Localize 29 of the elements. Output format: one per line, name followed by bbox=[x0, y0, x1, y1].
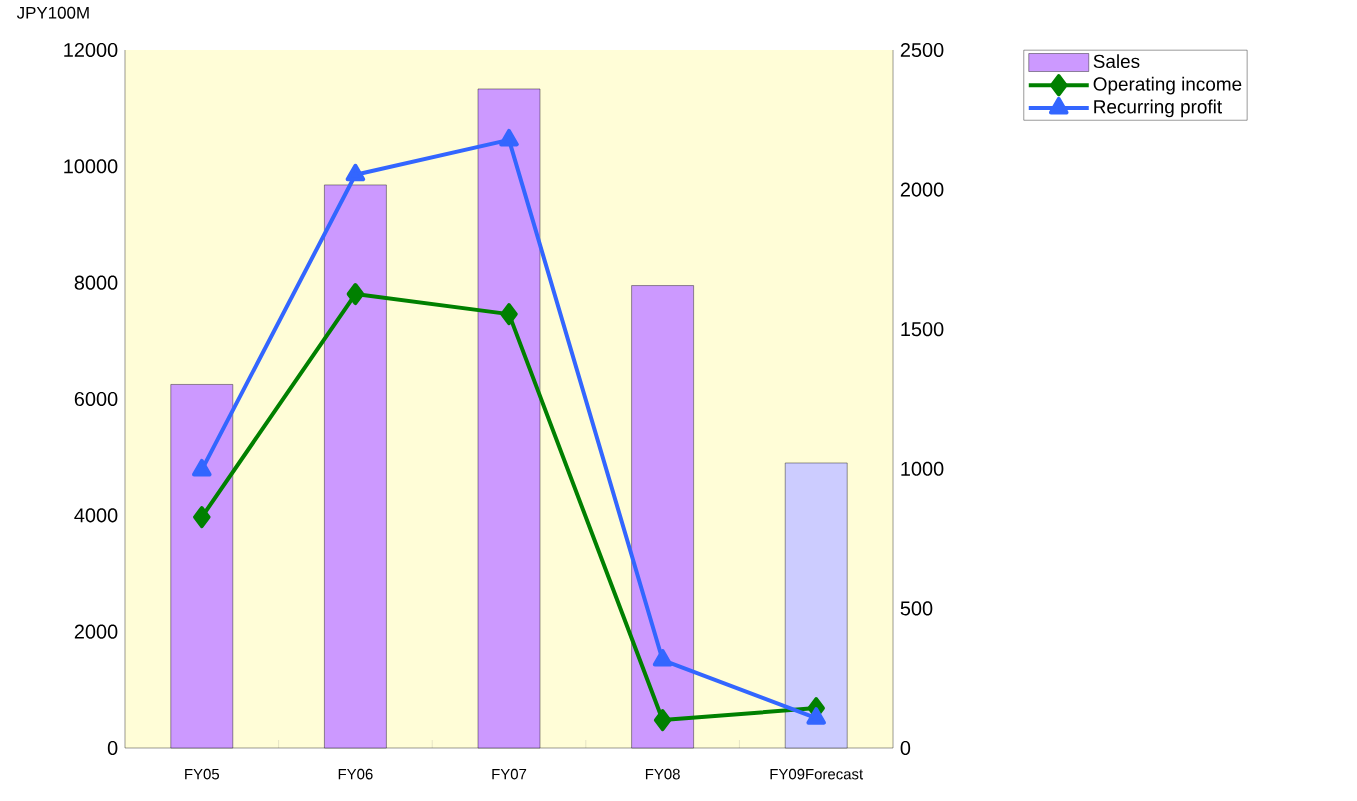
x-tick-label: FY09Forecast bbox=[770, 768, 864, 780]
point bbox=[345, 163, 366, 182]
point bbox=[499, 128, 519, 147]
y2-tick-label: 0 bbox=[900, 740, 911, 756]
y-tick-label: 6000 bbox=[74, 391, 118, 407]
y2-tick-label: 2500 bbox=[900, 42, 944, 58]
point bbox=[346, 283, 365, 306]
y2-tick-label: 1500 bbox=[901, 322, 944, 337]
legend-label: Sales bbox=[1093, 54, 1140, 69]
legend-label: Recurring profit bbox=[1094, 99, 1222, 118]
x-tick-label: FY07 bbox=[492, 768, 527, 780]
point bbox=[192, 458, 212, 477]
point bbox=[193, 506, 211, 529]
x-tick-label: FY08 bbox=[645, 768, 680, 780]
y-tick-label: 12000 bbox=[64, 42, 118, 58]
y-axis-title: JPY100M bbox=[16, 6, 89, 19]
y2-tick-label: 1000 bbox=[901, 461, 944, 476]
legend-label: Operating income bbox=[1093, 76, 1242, 95]
y-tick-label: 10000 bbox=[64, 159, 118, 174]
x-tick-label: FY05 bbox=[185, 768, 220, 780]
y-tick-label: 8000 bbox=[74, 275, 118, 290]
y-tick-label: 2000 bbox=[74, 624, 118, 639]
y2-tick-label: 500 bbox=[900, 601, 933, 616]
y2-tick-label: 2000 bbox=[900, 182, 944, 197]
point bbox=[653, 709, 672, 732]
point bbox=[500, 303, 518, 326]
y-tick-label: 4000 bbox=[74, 508, 118, 523]
x-tick-label: FY06 bbox=[338, 768, 373, 780]
y-tick-label: 0 bbox=[107, 740, 118, 756]
